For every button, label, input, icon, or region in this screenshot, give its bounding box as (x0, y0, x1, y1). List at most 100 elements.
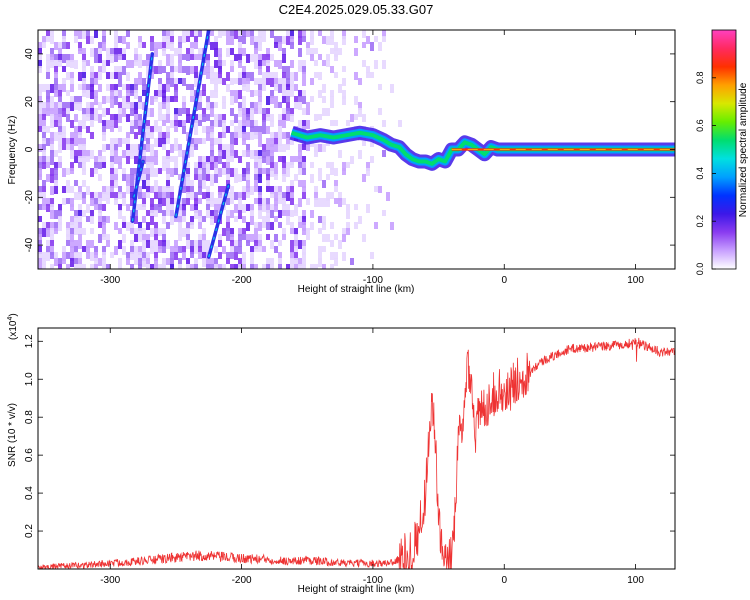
spectrogram-noise-cell (238, 72, 242, 78)
spectrogram-noise-cell (82, 48, 86, 55)
spectrogram-noise-cell (310, 30, 314, 39)
spectrogram-noise-cell (182, 96, 186, 105)
spectrogram-noise-cell (122, 246, 126, 255)
spectrogram-noise-cell (346, 228, 350, 235)
spectrogram-noise-cell (42, 264, 46, 269)
spectrogram-noise-cell (162, 228, 166, 236)
spectrogram-noise-cell (106, 144, 110, 150)
spectrogram-noise-cell (206, 192, 210, 201)
spectrogram-noise-cell (134, 108, 138, 114)
spectrogram-noise-cell (290, 246, 294, 253)
spectrogram-noise-cell (122, 54, 126, 60)
spectrogram-noise-cell (170, 252, 174, 260)
spectrogram-noise-cell (226, 48, 230, 57)
spectrogram-noise-cell (258, 66, 262, 75)
spectrogram-noise-cell (330, 30, 334, 39)
spectrogram-noise-cell (186, 240, 190, 249)
spectrogram-noise-cell (170, 264, 174, 269)
spectrogram-noise-cell (94, 108, 98, 115)
spectrogram-noise-cell (142, 192, 146, 198)
spectrogram-noise-cell (226, 234, 230, 241)
spectrogram-noise-cell (246, 30, 250, 37)
spectrogram-noise-cell (74, 240, 78, 246)
spectrogram-noise-cell (46, 72, 50, 79)
spectrogram-noise-cell (70, 246, 74, 253)
spectrogram-noise-cell (114, 138, 118, 144)
spectrogram-noise-cell (166, 210, 170, 216)
spectrogram-noise-cell (326, 234, 330, 242)
spectrogram-noise-cell (174, 90, 178, 98)
spectrogram-noise-cell (198, 54, 202, 60)
spectrogram-noise-cell (258, 126, 262, 132)
spectrogram-noise-cell (158, 264, 162, 269)
spectrogram-noise-cell (242, 168, 246, 177)
spectrogram-noise-cell (130, 252, 134, 260)
spectrogram-noise-cell (38, 264, 42, 269)
spectrogram-noise-cell (314, 48, 318, 54)
spectrogram-noise-cell (94, 192, 98, 200)
spectrogram-noise-cell (122, 102, 126, 109)
spectrogram-noise-cell (146, 162, 150, 168)
spectrogram-noise-cell (194, 264, 198, 269)
spectrogram-noise-cell (218, 54, 222, 63)
spectrogram-noise-cell (210, 144, 214, 152)
spectrogram-noise-cell (278, 186, 282, 195)
spectrogram-noise-cell (262, 72, 266, 80)
spectrogram-noise-cell (290, 90, 294, 97)
spectrogram-noise-cell (318, 216, 322, 223)
spectrogram-noise-cell (102, 228, 106, 237)
spectrogram-noise-cell (134, 204, 138, 212)
spectrogram-noise-cell (346, 162, 350, 168)
spectrogram-noise-cell (66, 144, 70, 150)
spectrogram-noise-cell (270, 96, 274, 104)
spectrogram-noise-cell (174, 252, 178, 260)
spectrogram-noise-cell (46, 102, 50, 111)
spectrogram-noise-cell (78, 156, 82, 164)
spectrogram-noise-cell (126, 84, 130, 93)
spectrogram-noise-cell (266, 216, 270, 225)
spectrogram-noise-cell (50, 30, 54, 37)
spectrogram-noise-cell (146, 222, 150, 230)
spectrogram-noise-cell (74, 126, 78, 133)
spectrogram-noise-cell (238, 264, 242, 269)
spectrogram-noise-cell (66, 72, 70, 80)
spectrogram-noise-cell (38, 234, 42, 243)
spectrogram-noise-cell (66, 186, 70, 193)
spectrogram-noise-cell (38, 102, 42, 111)
spectrogram-noise-cell (94, 96, 98, 105)
spectrogram-noise-cell (298, 90, 302, 97)
spectrogram-noise-cell (42, 156, 46, 164)
spectrogram-noise-cell (186, 264, 190, 269)
spectrogram-noise-cell (114, 84, 118, 91)
spectrogram-noise-cell (154, 246, 158, 254)
spectrogram-noise-cell (78, 162, 82, 168)
spectrogram-noise-cell (218, 30, 222, 38)
spectrogram-noise-cell (162, 258, 166, 267)
spectrogram-noise-cell (246, 132, 250, 140)
spectrogram-noise-cell (182, 156, 186, 162)
colorbar-tick-label: 0.0 (695, 263, 705, 276)
spectrogram-noise-cell (86, 126, 90, 133)
spectrogram-noise-cell (38, 84, 42, 93)
spectrogram-noise-cell (158, 126, 162, 132)
spectrogram-x-tick-label: -300 (100, 275, 120, 286)
spectrogram-noise-cell (206, 210, 210, 218)
spectrogram-noise-cell (166, 174, 170, 180)
spectrogram-noise-cell (106, 198, 110, 204)
spectrogram-noise-cell (130, 150, 134, 159)
snr-y-multiplier: (x104) (7, 313, 19, 340)
spectrogram-noise-cell (230, 108, 234, 116)
spectrogram-noise-cell (70, 78, 74, 84)
spectrogram-noise-cell (166, 240, 170, 249)
spectrogram-noise-cell (74, 60, 78, 69)
spectrogram-noise-cell (258, 240, 262, 247)
spectrogram-noise-cell (290, 258, 294, 264)
spectrogram-noise-cell (134, 168, 138, 176)
spectrogram-noise-cell (114, 48, 118, 55)
spectrogram-noise-cell (254, 234, 258, 243)
spectrogram-noise-cell (278, 84, 282, 93)
spectrogram-noise-cell (78, 96, 82, 104)
spectrogram-noise-cell (298, 198, 302, 207)
spectrogram-noise-cell (150, 162, 154, 170)
spectrogram-noise-cell (54, 78, 58, 85)
